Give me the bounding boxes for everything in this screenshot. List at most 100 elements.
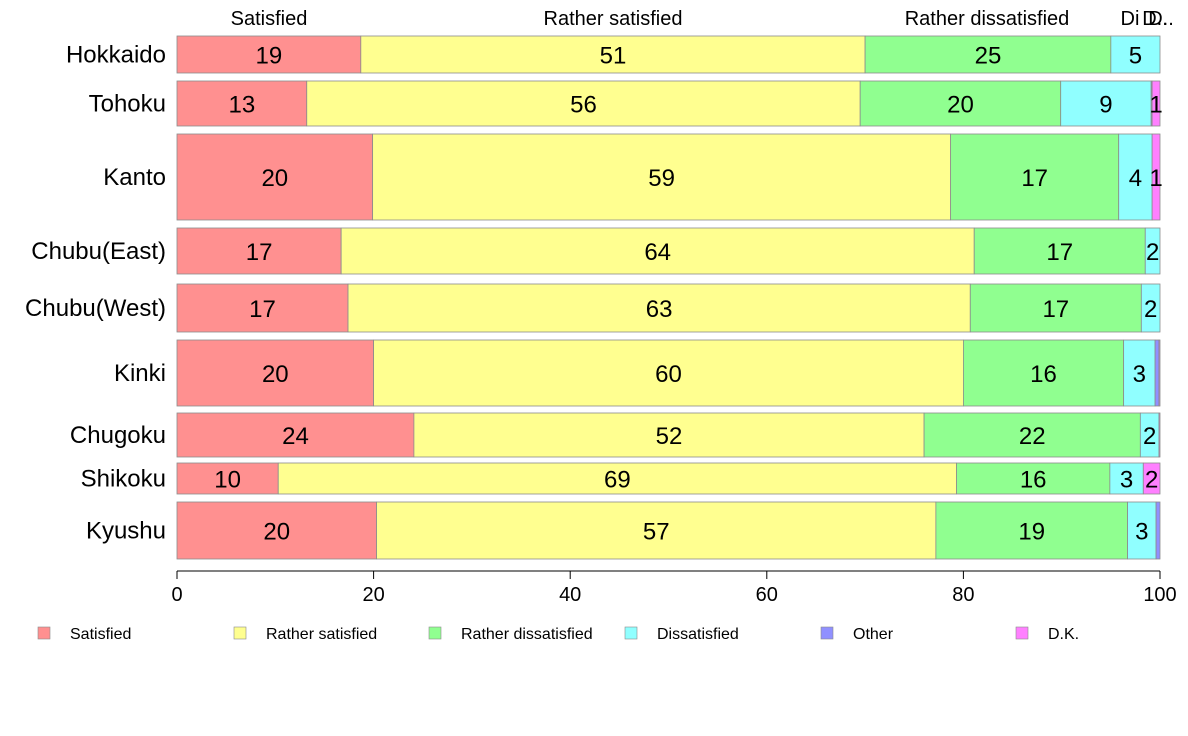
- value-label-kinki-3: 3: [1133, 361, 1146, 388]
- bar-segment-kinki-4: [1154, 339, 1160, 407]
- bar-segment-chubu-east-2: [973, 227, 1146, 275]
- value-label-kyushu-0: 20: [263, 519, 290, 546]
- bar-segment-shikoku-1: [277, 462, 957, 495]
- value-label-kanto-0: 20: [261, 165, 288, 192]
- legend-swatch-satisfied: [37, 626, 51, 640]
- legend-label-rather-satisfied: Rather satisfied: [266, 626, 377, 643]
- x-tick-label-40: 40: [559, 584, 581, 606]
- value-label-shikoku-5: 2: [1145, 467, 1158, 494]
- bar-segment-kyushu-3: [1127, 501, 1157, 560]
- bar-segment-tohoku-0: [176, 80, 308, 127]
- value-label-kyushu-1: 57: [643, 519, 670, 546]
- legend-label-rather-dissatisfied: Rather dissatisfied: [461, 626, 593, 643]
- bar-segment-kinki-0: [176, 339, 375, 407]
- bar-segment-chubu-east-0: [176, 227, 342, 275]
- legend-swatch-dissatisfied: [624, 626, 638, 640]
- bar-segment-chubu-west-1: [347, 283, 971, 333]
- value-label-chubu-west-2: 17: [1042, 296, 1069, 323]
- bar-segment-shikoku-2: [956, 462, 1111, 495]
- category-label-kinki: Kinki: [114, 360, 166, 387]
- value-label-chugoku-0: 24: [282, 423, 309, 450]
- bar-segment-tohoku-3: [1060, 80, 1152, 127]
- category-label-hokkaido: Hokkaido: [66, 42, 166, 69]
- bar-segment-chubu-east-1: [340, 227, 975, 275]
- column-header-0: Satisfied: [231, 8, 308, 30]
- value-label-kinki-0: 20: [262, 361, 289, 388]
- value-label-chubu-west-0: 17: [249, 296, 276, 323]
- bar-segment-chugoku-1: [413, 412, 925, 458]
- bar-segment-chubu-west-3: [1140, 283, 1161, 333]
- bar-segment-hokkaido-1: [360, 35, 866, 74]
- legend-swatch-d-k: [1015, 626, 1029, 640]
- value-label-chubu-east-2: 17: [1046, 239, 1073, 266]
- bar-segment-kyushu-2: [935, 501, 1128, 560]
- value-label-tohoku-3: 9: [1099, 92, 1112, 119]
- column-header-2: Rather dissatisfied: [905, 8, 1070, 30]
- value-label-chubu-east-3: 2: [1146, 239, 1159, 266]
- legend-label-d-k: D.K.: [1048, 626, 1079, 643]
- bar-segment-chubu-east-3: [1144, 227, 1161, 275]
- value-label-tohoku-0: 13: [229, 92, 256, 119]
- column-header-3: Di: [1121, 8, 1140, 30]
- category-label-chugoku: Chugoku: [70, 422, 166, 449]
- value-label-chubu-east-0: 17: [246, 239, 273, 266]
- value-label-hokkaido-2: 25: [975, 43, 1002, 70]
- value-label-kanto-1: 59: [648, 165, 675, 192]
- category-label-chubu-west: Chubu(West): [25, 295, 166, 322]
- bar-segment-shikoku-0: [176, 462, 279, 495]
- value-label-chubu-west-3: 2: [1144, 296, 1157, 323]
- bar-segment-kanto-5: [1151, 133, 1161, 221]
- bar-segment-kinki-2: [963, 339, 1125, 407]
- bar-segment-chubu-west-0: [176, 283, 349, 333]
- bar-segment-kyushu-4: [1155, 501, 1161, 560]
- legend-swatch-rather-satisfied: [233, 626, 247, 640]
- x-tick-label-100: 100: [1143, 584, 1176, 606]
- value-label-chubu-east-1: 64: [644, 239, 671, 266]
- bar-segment-shikoku-5: [1142, 462, 1161, 495]
- bar-segment-kinki-1: [373, 339, 964, 407]
- bar-segment-chugoku-5: [1158, 412, 1161, 458]
- category-label-kyushu: Kyushu: [86, 518, 166, 545]
- value-label-hokkaido-0: 19: [256, 43, 283, 70]
- bar-segment-hokkaido-0: [176, 35, 362, 74]
- bar-segment-kanto-3: [1118, 133, 1153, 221]
- value-label-kanto-3: 4: [1129, 165, 1142, 192]
- bar-segment-kanto-2: [950, 133, 1120, 221]
- legend-label-other: Other: [853, 626, 894, 643]
- value-label-kinki-2: 16: [1030, 361, 1057, 388]
- value-label-chubu-west-1: 63: [646, 296, 673, 323]
- value-label-tohoku-5: 1: [1149, 92, 1162, 119]
- bar-segment-kyushu-1: [376, 501, 937, 560]
- bar-segment-chubu-west-2: [969, 283, 1142, 333]
- bar-segment-chugoku-0: [176, 412, 415, 458]
- bar-segment-hokkaido-2: [864, 35, 1112, 74]
- column-header-5: D..: [1148, 8, 1174, 30]
- bar-segment-hokkaido-3: [1110, 35, 1161, 74]
- value-label-hokkaido-1: 51: [600, 43, 627, 70]
- column-header-4: D..: [1142, 8, 1168, 30]
- bar-segment-kanto-1: [372, 133, 952, 221]
- legend-label-satisfied: Satisfied: [70, 626, 131, 643]
- value-label-hokkaido-3: 5: [1129, 43, 1142, 70]
- category-label-tohoku: Tohoku: [89, 91, 166, 118]
- bar-segment-kinki-5: [1158, 339, 1161, 407]
- column-header-1: Rather satisfied: [544, 8, 683, 30]
- category-label-shikoku: Shikoku: [81, 466, 166, 493]
- legend-label-dissatisfied: Dissatisfied: [657, 626, 739, 643]
- value-label-shikoku-1: 69: [604, 467, 631, 494]
- bar-segment-tohoku-2: [859, 80, 1062, 127]
- category-label-chubu-east: Chubu(East): [31, 238, 166, 265]
- bar-segment-tohoku-1: [306, 80, 861, 127]
- x-tick-label-0: 0: [171, 584, 182, 606]
- value-label-chugoku-1: 52: [656, 423, 683, 450]
- legend-swatch-rather-dissatisfied: [428, 626, 442, 640]
- x-tick-label-80: 80: [952, 584, 974, 606]
- value-label-kanto-5: 1: [1149, 165, 1162, 192]
- bar-segment-kanto-0: [176, 133, 374, 221]
- bar-segment-shikoku-3: [1109, 462, 1144, 495]
- value-label-tohoku-2: 20: [947, 92, 974, 119]
- bar-segment-kinki-3: [1123, 339, 1156, 407]
- legend-swatch-other: [820, 626, 834, 640]
